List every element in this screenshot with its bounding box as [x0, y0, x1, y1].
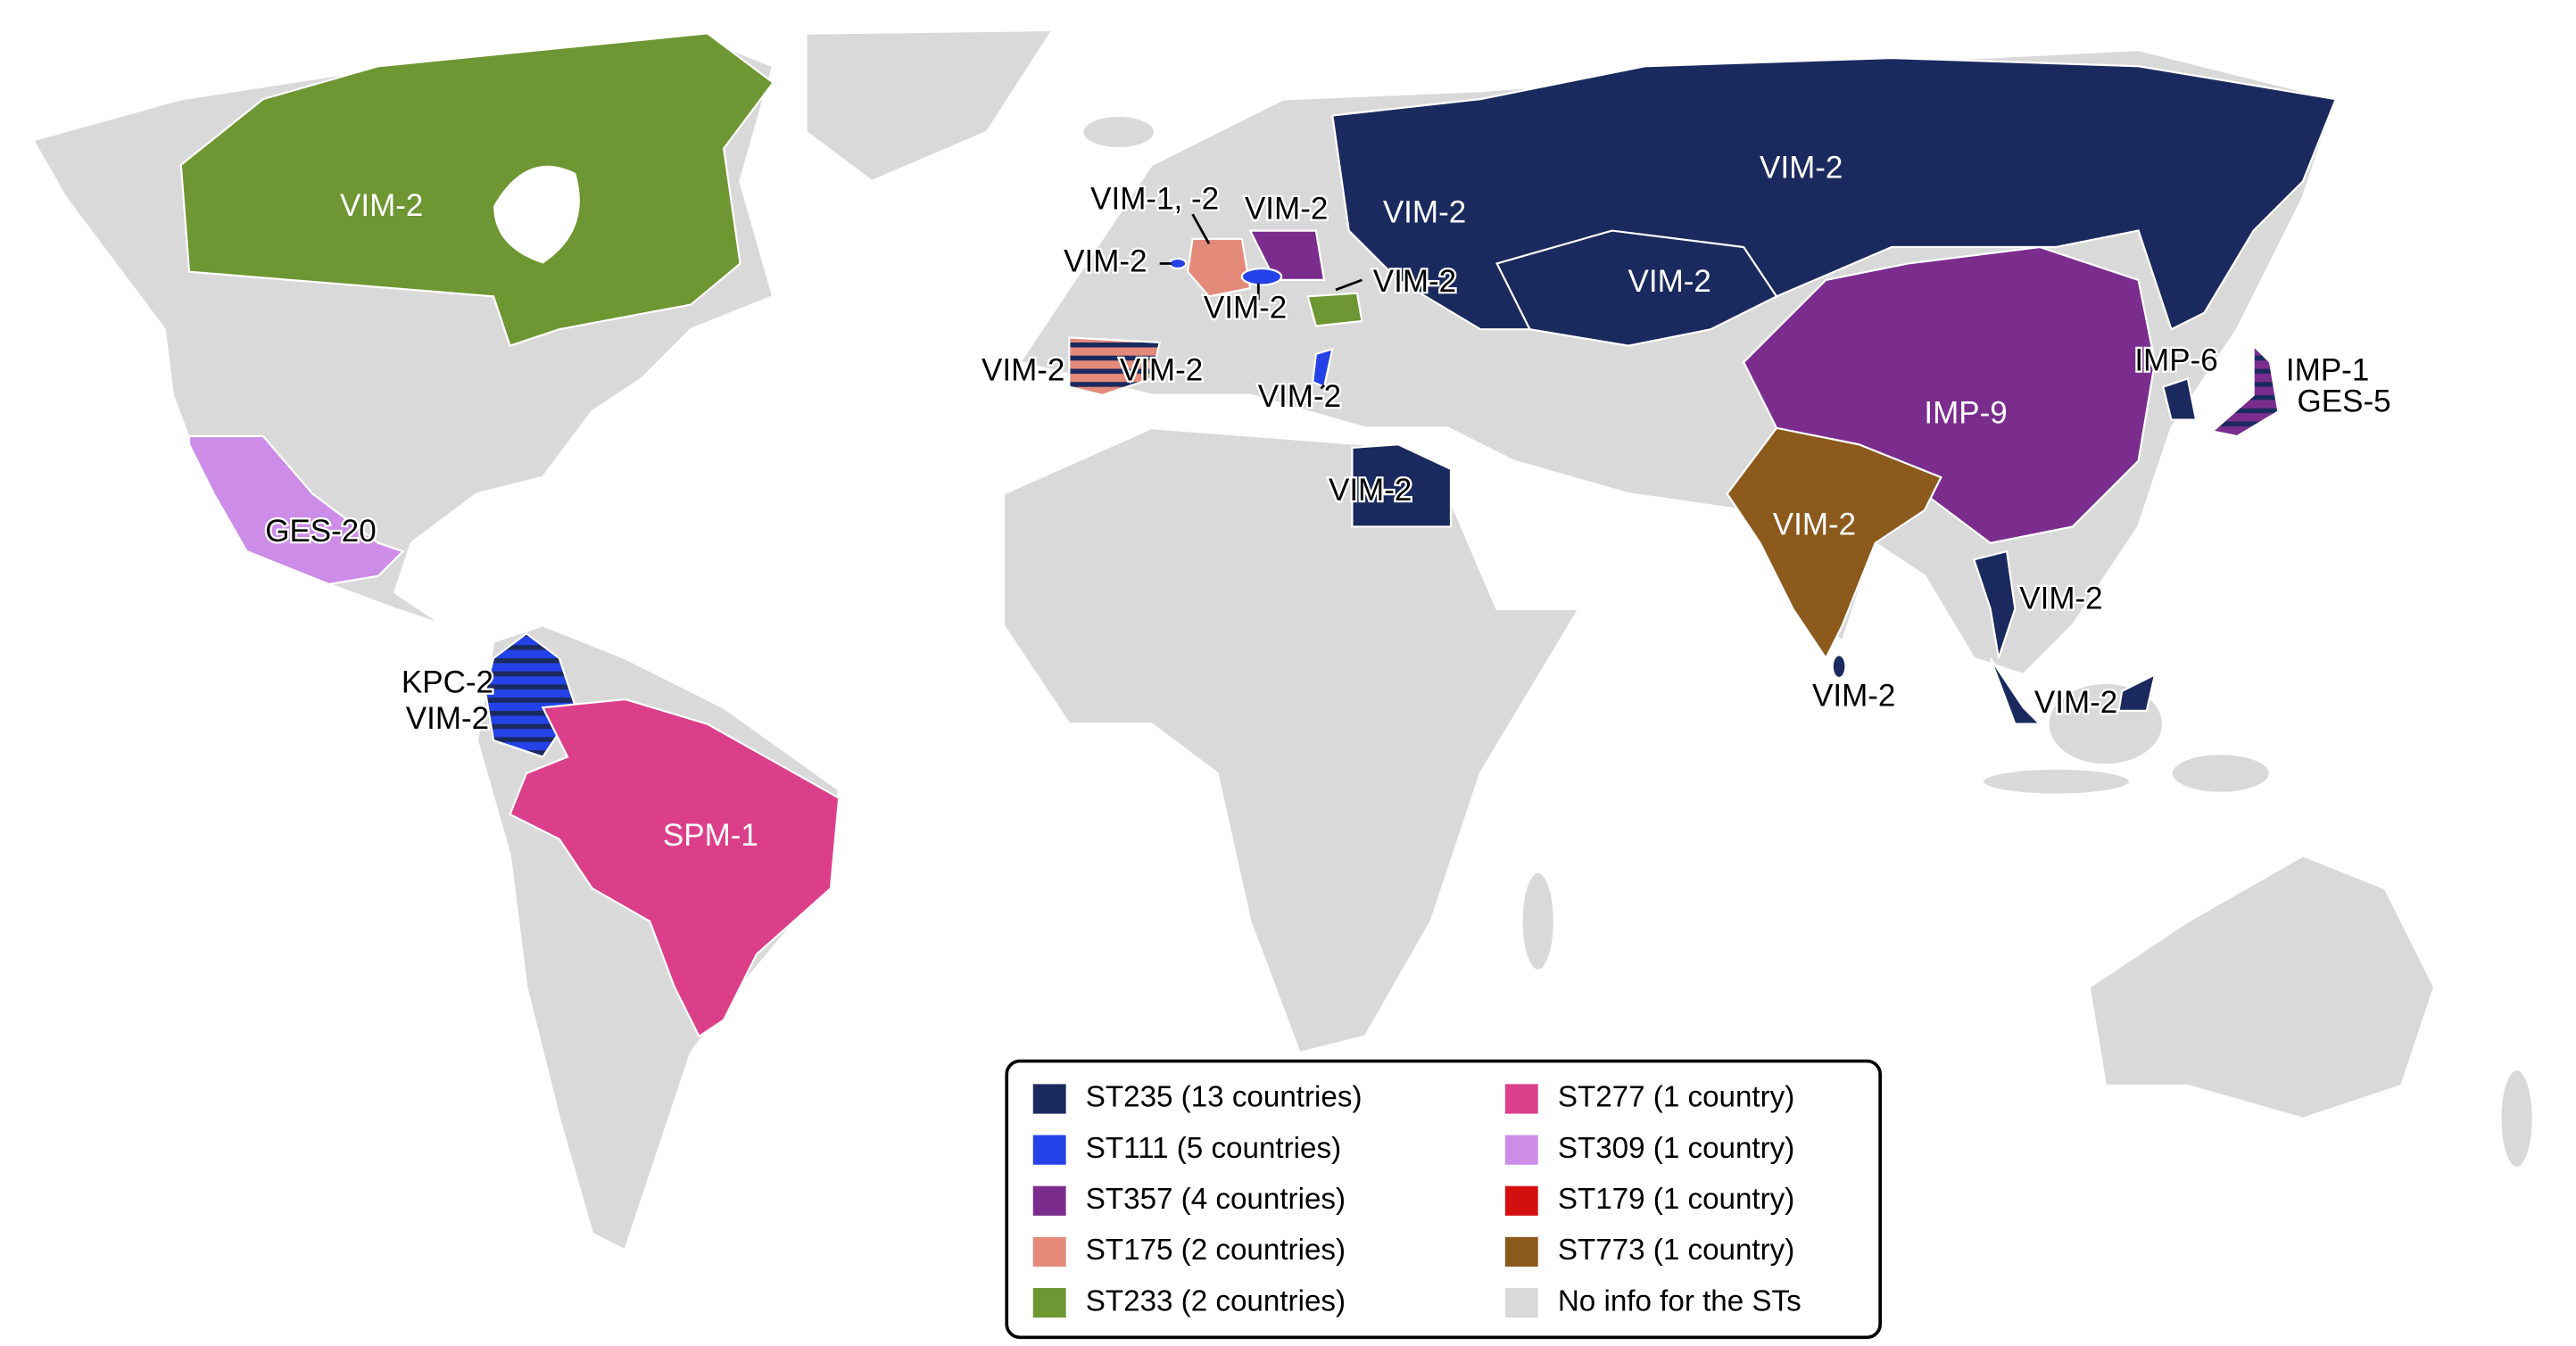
- country-label: VIM-1, -2: [1090, 182, 1219, 217]
- country-label: GES-5: [2298, 384, 2391, 418]
- legend-label: ST111 (5 countries): [1086, 1132, 1341, 1165]
- country-label: VIM-2: [1373, 264, 1456, 299]
- country-label: VIM-2: [1120, 352, 1203, 387]
- country-label: VIM-2: [406, 701, 489, 736]
- legend-label: ST179 (1 country): [1558, 1183, 1795, 1216]
- country-label: VIM-2: [1760, 151, 1843, 186]
- country-label: VIM-2: [1064, 244, 1147, 279]
- legend-label: ST773 (1 country): [1558, 1234, 1795, 1267]
- legend-swatch: [1504, 1135, 1538, 1165]
- country-label: KPC-2: [402, 665, 493, 700]
- legend-label: ST235 (13 countries): [1086, 1081, 1363, 1114]
- legend-box: [1005, 1059, 1883, 1340]
- legend-swatch: [1504, 1287, 1538, 1318]
- legend-swatch: [1504, 1185, 1538, 1216]
- legend-swatch: [1032, 1185, 1066, 1216]
- colored-countries: [179, 32, 2338, 1038]
- country-label: VIM-2: [982, 352, 1064, 387]
- country-label: GES-20: [265, 514, 377, 549]
- country-label: VIM-2: [1329, 473, 1412, 508]
- legend-swatch: [1032, 1287, 1066, 1318]
- country-label: IMP-1: [2286, 352, 2369, 387]
- country-label: VIM-2: [340, 188, 423, 223]
- leader-lines: [1159, 213, 1363, 390]
- country-label: IMP-9: [1924, 395, 2007, 430]
- legend-label: ST233 (2 countries): [1086, 1284, 1346, 1317]
- legend-swatch: [1504, 1084, 1538, 1114]
- country-label: VIM-2: [1245, 192, 1328, 227]
- legend-swatch: [1032, 1236, 1066, 1268]
- legend-label: ST357 (4 countries): [1086, 1183, 1346, 1216]
- legend-label: No info for the STs: [1558, 1284, 1802, 1317]
- country-label: IMP-6: [2134, 343, 2217, 377]
- legend-swatch: [1032, 1084, 1066, 1114]
- legend-label: ST175 (2 countries): [1086, 1234, 1346, 1267]
- country-label: VIM-2: [1383, 194, 1466, 229]
- country-label: SPM-1: [663, 818, 758, 853]
- country-label: VIM-2: [1258, 379, 1341, 414]
- country-label: VIM-2: [1204, 290, 1287, 325]
- legend-label: ST309 (1 country): [1558, 1132, 1795, 1165]
- country-label: VIM-2: [2034, 685, 2117, 720]
- legend: ST235 (13 countries) ST111 (5 countries) S…: [1005, 1059, 1883, 1340]
- legend-swatch: [1032, 1135, 1066, 1165]
- country-label: VIM-2: [1773, 508, 1856, 542]
- country-label: VIM-2: [2019, 582, 2102, 616]
- legend-swatch: [1504, 1236, 1538, 1268]
- country-label: VIM-2: [1812, 678, 1895, 713]
- legend-label: ST277 (1 country): [1558, 1081, 1795, 1114]
- country-label: VIM-2: [1628, 264, 1711, 299]
